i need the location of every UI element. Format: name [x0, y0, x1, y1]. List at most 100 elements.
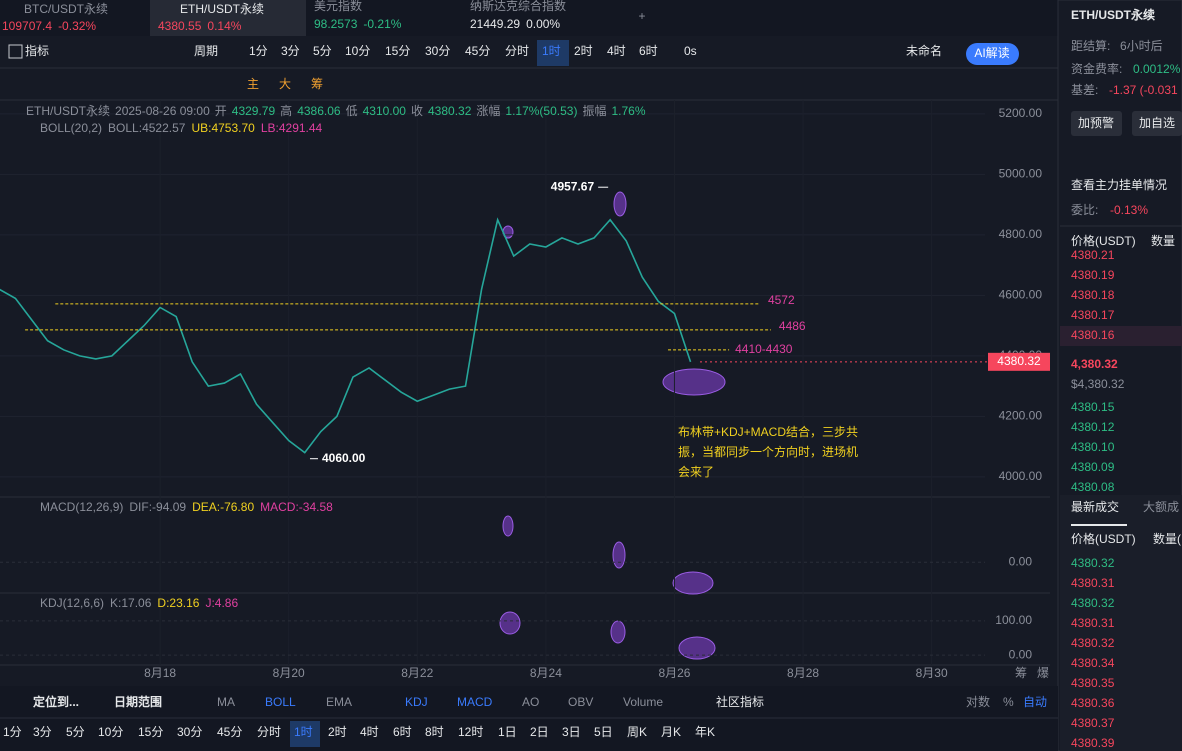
active-period-bg — [537, 40, 569, 66]
period-option[interactable]: 5分 — [66, 725, 85, 739]
indicator-tab[interactable]: KDJ — [405, 695, 428, 709]
period-option[interactable]: 月K — [661, 725, 681, 739]
locate-button[interactable]: 定位到... — [33, 694, 79, 709]
column-head: 数量( — [1153, 531, 1181, 546]
period-option[interactable]: 分时 — [257, 725, 281, 739]
trade-price: 4380.36 — [1071, 696, 1115, 710]
log-toggle[interactable]: 对数 — [966, 694, 990, 709]
indicator-tab[interactable]: OBV — [568, 695, 593, 709]
level-label: 4486 — [779, 319, 806, 333]
trades-bg — [1060, 495, 1182, 751]
legend-item: KDJ(12,6,6) — [40, 596, 104, 610]
period-option[interactable]: 3分 — [33, 725, 52, 739]
indicator-tab[interactable]: AO — [522, 695, 539, 709]
period-option[interactable]: 4时 — [360, 725, 379, 739]
period-option[interactable]: 45分 — [217, 725, 242, 739]
legend-item: D:23.16 — [157, 596, 199, 610]
auto-toggle[interactable]: 自动 — [1023, 695, 1047, 709]
period-option[interactable]: 3日 — [562, 725, 581, 739]
period-option[interactable]: 1日 — [498, 725, 517, 739]
period-option[interactable]: 2日 — [530, 725, 549, 739]
period-option[interactable]: 6时 — [393, 725, 412, 739]
indicator-tab[interactable]: MA — [217, 695, 235, 709]
date-range-button[interactable]: 日期范围 — [114, 694, 162, 709]
community-button[interactable]: 社区指标 — [716, 694, 764, 709]
period-option[interactable]: 15分 — [385, 44, 410, 58]
period-option[interactable]: 2时 — [328, 725, 347, 739]
indicator-tab[interactable]: MACD — [457, 695, 493, 709]
x-tick-label: 8月22 — [401, 666, 433, 680]
legend-item: UB:4753.70 — [191, 121, 255, 135]
period-option[interactable]: 分时 — [505, 44, 529, 58]
ai-button[interactable]: AI解读 — [974, 46, 1009, 60]
label: 委比: — [1071, 203, 1098, 217]
value: -1.37 (-0.031 — [1109, 83, 1178, 97]
x-tick-label: 8月26 — [658, 666, 690, 680]
big-trades-tab[interactable]: 大额成 — [1143, 500, 1179, 514]
low-label: 4060.00 — [322, 451, 366, 465]
period-option[interactable]: 2时 — [574, 44, 593, 58]
period-option[interactable]: 30分 — [425, 44, 450, 58]
period-option[interactable]: 12时 — [458, 725, 483, 739]
period-option[interactable]: 3分 — [281, 44, 300, 58]
label: 距结算: — [1071, 38, 1110, 53]
tab-change: 0.00% — [526, 17, 560, 31]
tab-name[interactable]: 纳斯达克综合指数 — [470, 0, 566, 13]
period-option[interactable]: 5日 — [594, 725, 613, 739]
high-label: 4957.67 — [551, 179, 595, 193]
y-tick-label: 0.00 — [1009, 647, 1033, 661]
period-option[interactable]: 年K — [695, 725, 715, 739]
value: 6小时后 — [1120, 39, 1163, 53]
legend-item: MACD(12,26,9) — [40, 500, 123, 514]
period-option[interactable]: 6时 — [639, 44, 658, 58]
period-option[interactable]: 1分 — [249, 44, 268, 58]
y-tick-label: 5000.00 — [999, 167, 1043, 181]
tab-name[interactable]: ETH/USDT永续 — [180, 2, 264, 16]
layout-name[interactable]: 未命名 — [906, 43, 942, 58]
axis-button[interactable]: 爆 — [1037, 666, 1049, 680]
period-option[interactable]: 10分 — [98, 725, 123, 739]
period-option[interactable]: 5分 — [313, 44, 332, 58]
tab-name[interactable]: 美元指数 — [314, 0, 362, 13]
tab-change: -0.21% — [363, 17, 401, 31]
period-option[interactable]: 周K — [627, 725, 647, 739]
legend-item: K:17.06 — [110, 596, 152, 610]
ask-price: 4380.16 — [1071, 328, 1115, 342]
period-option[interactable]: 1时 — [542, 44, 561, 58]
period-button[interactable]: 周期 — [194, 44, 218, 58]
label: 基差: — [1071, 83, 1098, 97]
tool-button[interactable]: 主 — [247, 77, 259, 91]
period-option[interactable]: 8时 — [425, 725, 444, 739]
period-option[interactable]: 10分 — [345, 44, 370, 58]
indicator-button[interactable]: 指标 — [25, 43, 49, 58]
indicator-tab[interactable]: Volume — [623, 695, 663, 709]
marker — [613, 191, 627, 217]
period-option[interactable]: 30分 — [177, 725, 202, 739]
y-tick-label: 0.00 — [1009, 554, 1033, 568]
depth-link[interactable]: 查看主力挂单情况 — [1071, 178, 1167, 192]
percent-toggle[interactable]: % — [1003, 695, 1014, 709]
indicator-tab[interactable]: BOLL — [265, 695, 296, 709]
ai-button-bg[interactable] — [966, 43, 1019, 65]
alert-button[interactable] — [1071, 111, 1122, 136]
indicator-tab[interactable]: EMA — [326, 695, 352, 709]
legend-item: 开 — [215, 104, 227, 118]
last-usd: $4,380.32 — [1071, 377, 1125, 391]
tool-button[interactable]: 筹 — [311, 77, 323, 91]
period-option[interactable]: 15分 — [138, 725, 163, 739]
tool-button[interactable]: 大 — [279, 77, 291, 91]
trade-price: 4380.32 — [1071, 596, 1115, 610]
period-option[interactable]: 1时 — [294, 725, 313, 739]
add-tab[interactable]: + — [638, 9, 645, 23]
alert-button[interactable]: 加预警 — [1078, 115, 1114, 130]
watch-button[interactable]: 加自选 — [1139, 116, 1175, 130]
trades-tab[interactable]: 最新成交 — [1071, 499, 1119, 514]
period-option[interactable]: 45分 — [465, 44, 490, 58]
axis-button[interactable]: 筹 — [1015, 666, 1027, 680]
watch-button[interactable] — [1132, 111, 1182, 136]
period-option[interactable]: 4时 — [607, 44, 626, 58]
tab-name[interactable]: BTC/USDT永续 — [24, 2, 108, 16]
legend-item: 4329.79 — [232, 104, 276, 118]
period-option[interactable]: 1分 — [3, 725, 22, 739]
